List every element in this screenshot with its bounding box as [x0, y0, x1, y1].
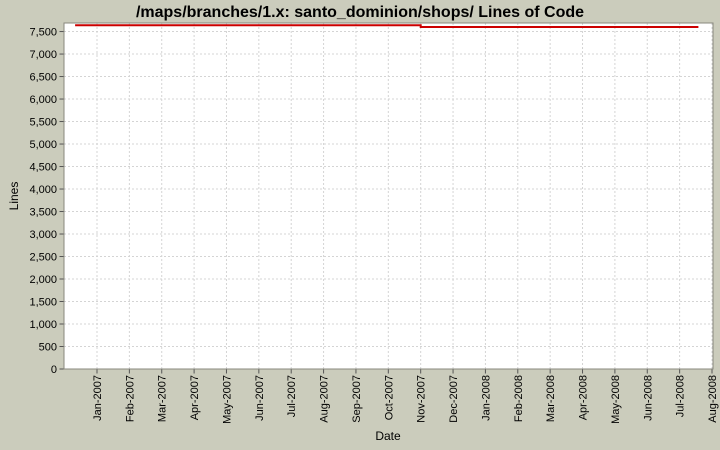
x-tick-label: Jul-2007 — [286, 375, 298, 417]
y-tick-label: 3,000 — [29, 229, 57, 241]
y-tick-label: 2,000 — [29, 274, 57, 286]
x-tick-label: Mar-2007 — [157, 375, 169, 422]
x-tick-label: May-2007 — [221, 375, 233, 424]
series-line — [75, 24, 699, 28]
x-tick-label: Dec-2007 — [448, 375, 460, 423]
y-tick-label: 6,000 — [29, 94, 57, 106]
x-axis-title: Date — [375, 429, 401, 443]
x-tick-label: Apr-2007 — [189, 375, 201, 420]
x-tick-label: Feb-2008 — [513, 375, 525, 422]
x-tick-label: Aug-2007 — [319, 375, 331, 423]
x-tick-label: Jul-2008 — [675, 375, 687, 417]
x-tick-label: Aug-2008 — [707, 375, 719, 423]
y-tick-label: 4,000 — [29, 184, 57, 196]
y-tick-label: 6,500 — [29, 72, 57, 84]
x-tick-label: Jun-2008 — [642, 375, 654, 421]
x-tick-label: Jun-2007 — [254, 375, 266, 421]
x-tick-label: Apr-2008 — [578, 375, 590, 420]
y-tick-label: 1,500 — [29, 297, 57, 309]
x-tick-label: Feb-2007 — [124, 375, 136, 422]
y-tick-label: 5,500 — [29, 117, 57, 129]
x-tick-label: May-2008 — [610, 375, 622, 424]
y-tick-label: 1,000 — [29, 319, 57, 331]
x-tick-label: Sep-2007 — [351, 375, 363, 423]
y-tick-label: 3,500 — [29, 207, 57, 219]
x-tick-label: Mar-2008 — [545, 375, 557, 422]
x-tick-label: Jan-2007 — [92, 375, 104, 421]
y-axis-title: Lines — [7, 181, 21, 211]
x-tick-label: Nov-2007 — [416, 375, 428, 423]
y-tick-label: 7,500 — [29, 27, 57, 39]
x-tick-label: Oct-2007 — [383, 375, 395, 420]
x-tick-label: Jan-2008 — [480, 375, 492, 421]
y-tick-label: 7,000 — [29, 49, 57, 61]
y-tick-label: 0 — [51, 364, 57, 376]
y-tick-label: 5,000 — [29, 139, 57, 151]
y-tick-label: 500 — [39, 342, 57, 354]
y-tick-label: 4,500 — [29, 162, 57, 174]
y-tick-label: 2,500 — [29, 252, 57, 264]
chart-title: /maps/branches/1.x: santo_dominion/shops… — [135, 4, 585, 21]
plot-border — [63, 22, 714, 370]
